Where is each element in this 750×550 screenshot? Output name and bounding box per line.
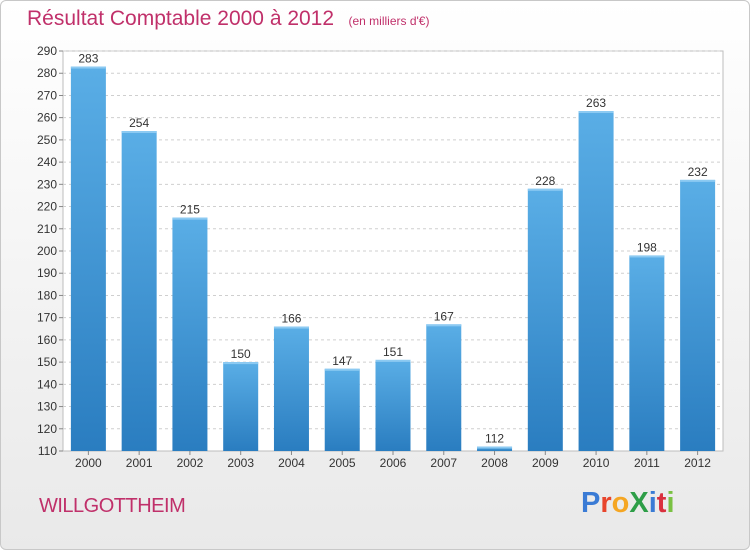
logo-letter: r <box>600 487 612 519</box>
bar-highlight <box>70 66 106 69</box>
x-tick-label: 2009 <box>532 456 559 470</box>
bar-highlight <box>375 359 411 362</box>
bar <box>121 131 157 451</box>
y-tick-label: 210 <box>37 222 57 236</box>
data-label: 254 <box>129 116 149 130</box>
y-tick-label: 230 <box>37 177 57 191</box>
logo-letter: X <box>629 487 649 519</box>
logo-letter: t <box>656 487 667 519</box>
data-label: 151 <box>383 345 403 359</box>
x-tick-label: 2000 <box>75 456 102 470</box>
bar-highlight <box>273 326 309 329</box>
bar-chart: 110 120 130 140 150 160 170 180 190 200 210 220 230 2… <box>37 44 724 470</box>
proxiti-logo: ProXiti <box>581 487 675 520</box>
data-label: 228 <box>535 174 555 188</box>
data-label: 166 <box>281 312 301 326</box>
bar <box>680 179 716 451</box>
bar-highlight <box>527 188 563 191</box>
logo-letter: o <box>611 487 630 519</box>
data-label: 112 <box>485 432 504 446</box>
bar-highlight <box>223 362 259 365</box>
chart-subtitle: (en milliers d'€) <box>348 14 430 28</box>
y-tick-label: 180 <box>37 288 57 302</box>
x-tick-label: 2010 <box>583 456 610 470</box>
y-tick-label: 170 <box>37 311 57 325</box>
logo-letter: i <box>648 487 657 519</box>
bar <box>172 217 208 451</box>
x-tick-label: 2003 <box>227 456 254 470</box>
y-tick-label: 160 <box>37 333 57 347</box>
chart-title: Résultat Comptable 2000 à 2012 (en milli… <box>27 7 429 31</box>
data-label: 198 <box>637 240 657 254</box>
y-tick-label: 260 <box>37 111 57 125</box>
bar-highlight <box>121 131 157 133</box>
data-label: 263 <box>586 96 606 110</box>
data-label: 283 <box>78 52 98 66</box>
logo-letter: i <box>666 487 675 519</box>
y-tick-label: 110 <box>38 444 57 458</box>
bar <box>70 66 106 452</box>
bar <box>426 324 462 451</box>
bar-highlight <box>477 446 513 449</box>
bar <box>477 446 513 451</box>
y-tick-label: 130 <box>37 400 57 414</box>
y-tick-label: 140 <box>37 377 57 391</box>
bar-highlight <box>324 368 360 371</box>
bar <box>223 362 259 451</box>
logo-letter: P <box>581 487 601 519</box>
chart-title-main: Résultat Comptable 2000 à 2012 <box>27 7 335 30</box>
bar-highlight <box>172 217 208 220</box>
x-tick-label: 2002 <box>177 456 204 470</box>
bar-highlight <box>629 255 665 258</box>
y-tick-label: 190 <box>37 266 57 280</box>
x-tick-label: 2004 <box>278 456 305 470</box>
data-label: 147 <box>332 354 352 368</box>
y-tick-label: 200 <box>37 244 57 258</box>
x-tick-label: 2005 <box>329 456 356 470</box>
data-label: 232 <box>688 165 708 179</box>
data-label: 150 <box>231 347 251 361</box>
y-tick-label: 270 <box>37 88 57 102</box>
bar-highlight <box>426 324 462 327</box>
y-tick-label: 290 <box>37 44 57 58</box>
bar <box>273 326 309 451</box>
y-tick-label: 150 <box>37 355 57 369</box>
x-tick-label: 2008 <box>481 456 508 470</box>
bar-highlight <box>680 179 716 182</box>
x-tick-label: 2012 <box>684 456 711 470</box>
y-tick-label: 280 <box>37 66 57 80</box>
bar <box>527 188 563 451</box>
y-tick-label: 250 <box>37 133 57 147</box>
x-tick-label: 2007 <box>430 456 457 470</box>
bar <box>578 111 614 451</box>
bar <box>324 368 360 451</box>
commune-name: WILLGOTTHEIM <box>39 495 186 517</box>
y-tick-label: 220 <box>37 200 57 214</box>
bar-highlight <box>578 111 614 113</box>
x-tick-label: 2001 <box>126 456 153 470</box>
y-tick-label: 240 <box>37 155 57 169</box>
x-tick-label: 2006 <box>380 456 407 470</box>
bar <box>375 359 411 451</box>
x-tick-label: 2011 <box>634 456 660 470</box>
y-tick-label: 120 <box>37 422 57 436</box>
bar <box>629 255 665 451</box>
data-label: 167 <box>434 309 454 323</box>
data-label: 215 <box>180 203 200 217</box>
